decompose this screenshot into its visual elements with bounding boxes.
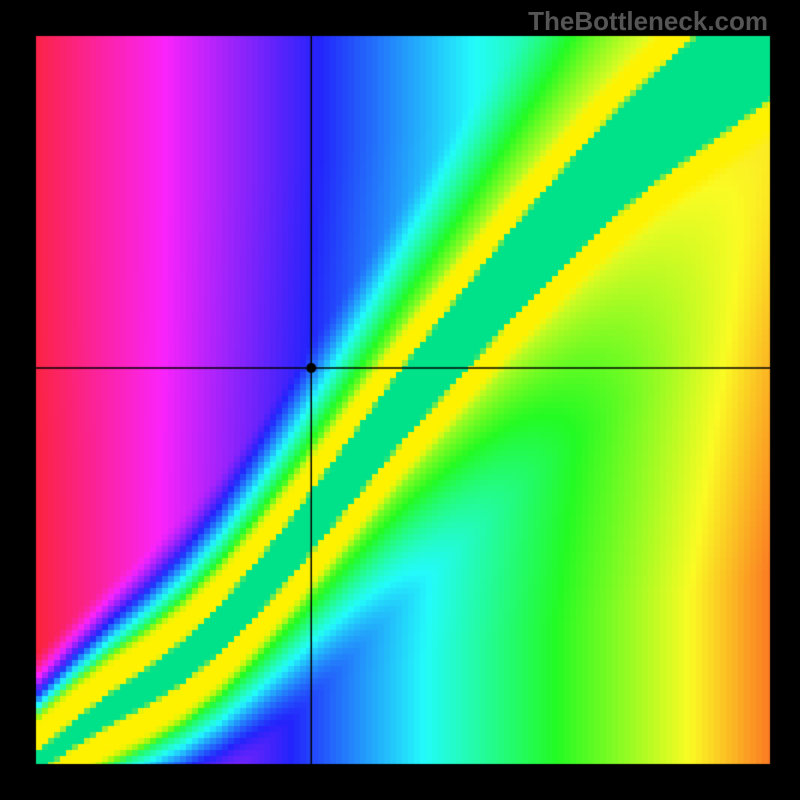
chart-container: TheBottleneck.com [0,0,800,800]
bottleneck-heatmap-canvas [0,0,800,800]
